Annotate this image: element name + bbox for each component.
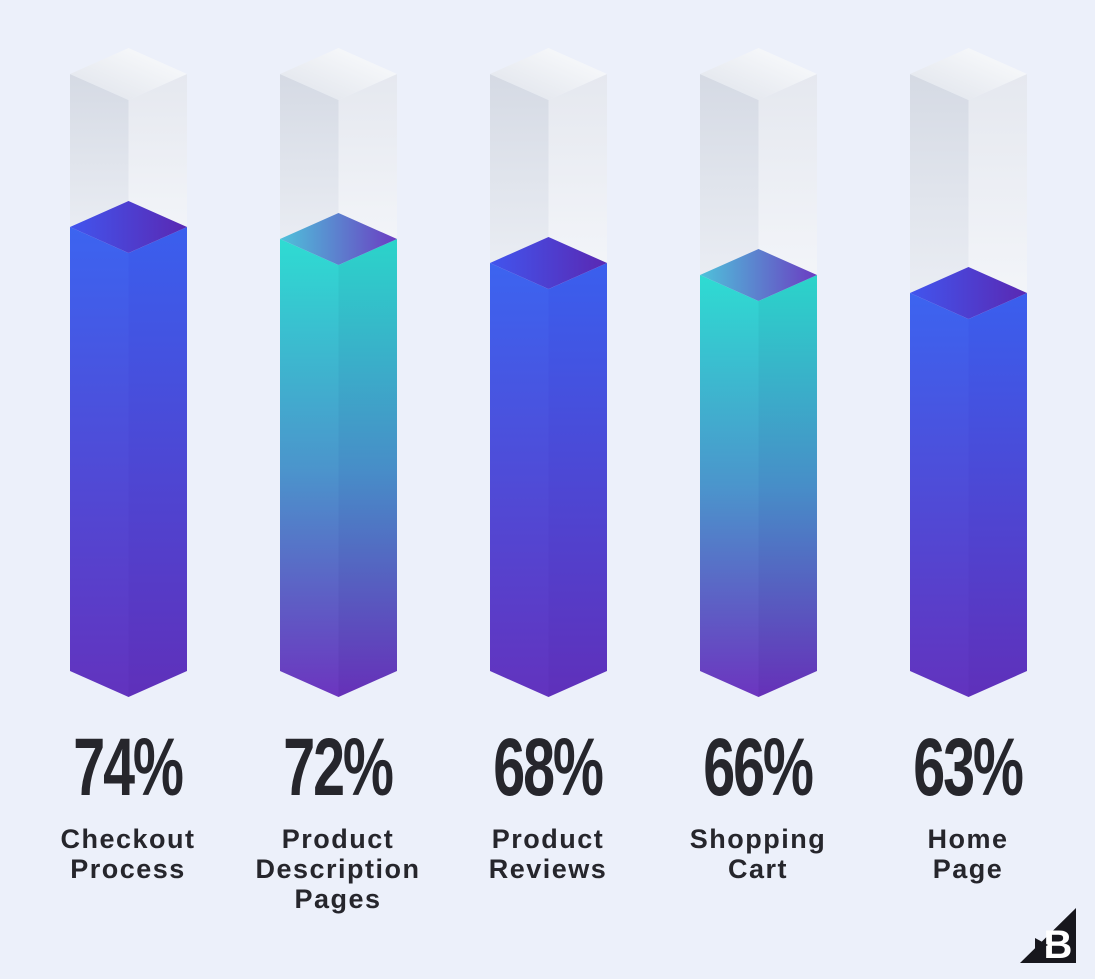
fill-left-face [909, 293, 968, 697]
fill-right-face [548, 263, 607, 697]
bar-category-line: Pages [294, 884, 382, 914]
bar-value-label: 72% [283, 722, 395, 813]
bar-column [489, 48, 607, 697]
bigcommerce-logo: B [1020, 907, 1076, 967]
empty-left-face [489, 74, 548, 289]
fill-top-face [279, 213, 397, 265]
bar-category-line: Page [932, 854, 1004, 884]
fill-top-face [489, 237, 607, 289]
empty-top-face [279, 48, 397, 100]
bar-value-label: 66% [703, 722, 815, 813]
bar-column [909, 48, 1027, 697]
empty-left-face [909, 74, 968, 319]
fill-left-face [699, 275, 758, 697]
fill-top-face [69, 201, 187, 253]
logo-triangle [1020, 908, 1076, 963]
fill-left-face [69, 227, 128, 697]
bar-caption: 72% Product Description Pages [228, 722, 448, 915]
bar-caption: 66% Shopping Cart [648, 722, 868, 885]
fill-right-face [338, 239, 397, 697]
empty-top-face [909, 48, 1027, 100]
bar-caption: 74% Checkout Process [18, 722, 238, 885]
bar-category-label: Shopping Cart [648, 824, 868, 884]
bar-category-line: Product [491, 824, 605, 854]
empty-right-face [968, 74, 1027, 319]
bar-category-line: Reviews [488, 854, 608, 884]
bar-column [69, 48, 187, 697]
bar-category-label: Checkout Process [18, 824, 238, 884]
empty-right-face [338, 74, 397, 265]
bar-category-line: Home [927, 824, 1009, 854]
fill-right-face [968, 293, 1027, 697]
bar-caption: 68% Product Reviews [438, 722, 658, 885]
empty-top-face [489, 48, 607, 100]
bar-category-line: Description [255, 854, 421, 884]
bar-category-label: Product Reviews [438, 824, 658, 884]
fill-left-face [279, 239, 338, 697]
logo-notch [1035, 938, 1048, 952]
bar-value-label: 68% [493, 722, 605, 813]
fill-left-face [489, 263, 548, 697]
bar-category-line: Cart [727, 854, 788, 884]
logo-letter: B [1044, 923, 1073, 963]
empty-top-face [699, 48, 817, 100]
bar-caption: 63% Home Page [858, 722, 1078, 885]
bar-category-line: Product [281, 824, 395, 854]
empty-right-face [548, 74, 607, 289]
bar-category-line: Process [70, 854, 186, 884]
fill-right-face [758, 275, 817, 697]
bar-column [699, 48, 817, 697]
bar-category-label: Home Page [858, 824, 1078, 884]
bar-category-line: Checkout [60, 824, 196, 854]
bigcommerce-logo-icon: B [1020, 908, 1076, 967]
bar-value-label: 74% [73, 722, 185, 813]
bar-column [279, 48, 397, 697]
bar-value-label: 63% [913, 722, 1025, 813]
bar-category-label: Product Description Pages [228, 824, 448, 914]
empty-left-face [699, 74, 758, 301]
empty-top-face [69, 48, 187, 100]
fill-top-face [699, 249, 817, 301]
empty-left-face [279, 74, 338, 265]
fill-top-face [909, 267, 1027, 319]
empty-right-face [758, 74, 817, 301]
bar-category-line: Shopping [689, 824, 827, 854]
fill-right-face [128, 227, 187, 697]
